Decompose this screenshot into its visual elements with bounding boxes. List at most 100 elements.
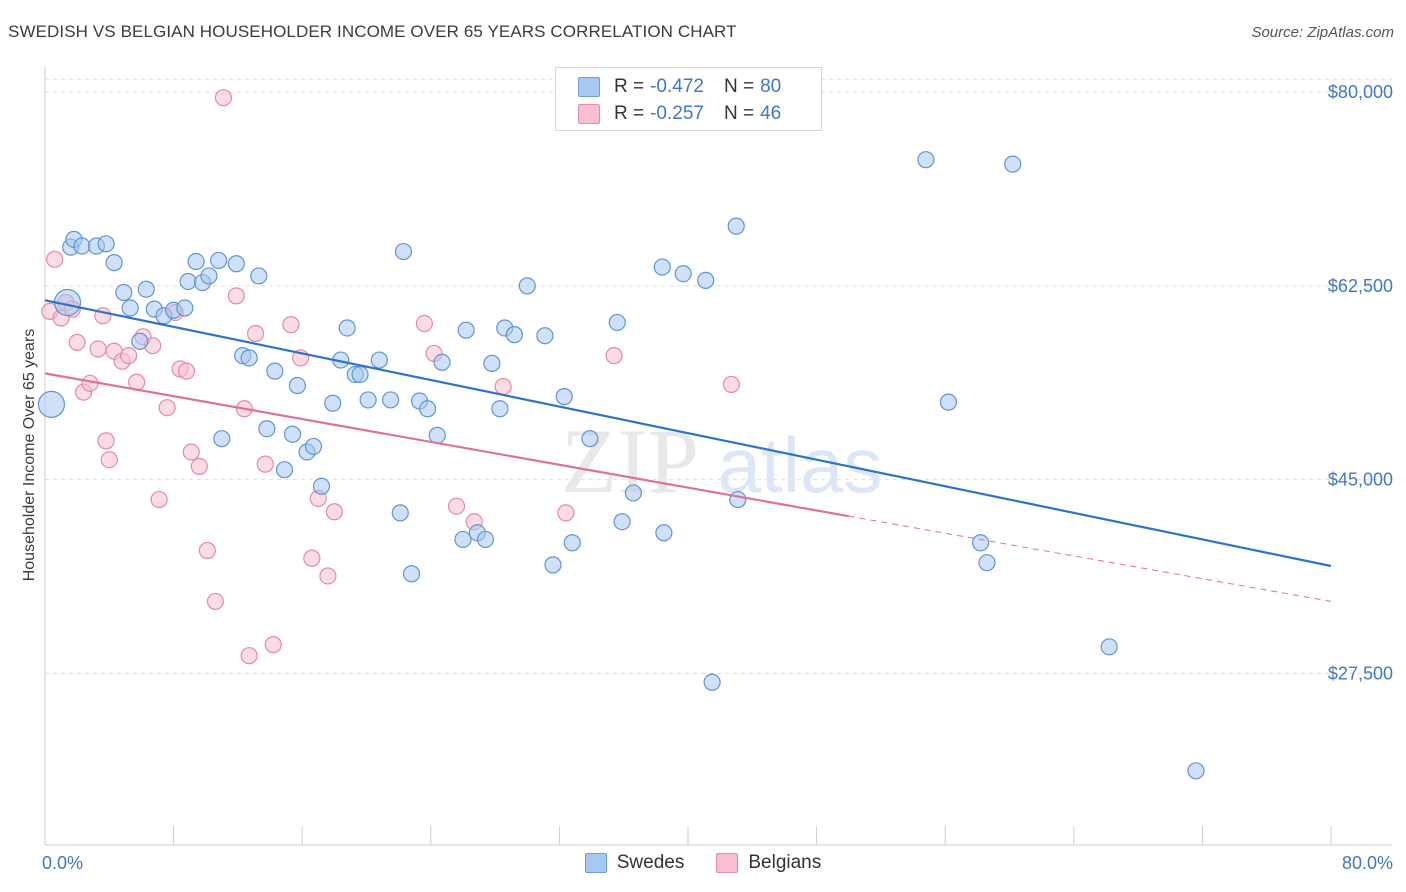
swede-point [433,353,451,371]
swede-point [105,254,123,272]
legend-r-value: -0.257 [650,103,704,124]
belgian-point [214,89,233,107]
swede-point [131,332,149,350]
x-tick-label: 80.0% [1342,853,1393,873]
axis-tick-labels: $27,500 $45,000 $62,500 $80,000 0.0% 80.0% [42,82,1393,873]
swede-point [483,354,501,372]
swede-point [703,673,721,691]
swede-point [457,321,475,339]
swede-point [505,326,523,344]
belgian-point [494,378,512,396]
legend-label-belgians: Belgians [748,852,822,873]
swede-point [115,283,133,302]
legend-label-swedes: Swedes [616,852,685,873]
swede-point [275,461,294,479]
swede-point [544,556,562,574]
swede-point [359,391,377,409]
legend-row-belgians: R = -0.257 N = 46 [578,102,781,126]
grid-lines [45,78,1392,674]
swede-point [97,235,115,253]
watermark-atlas: atlas [718,421,883,509]
belgian-point [240,647,258,665]
swede-point [179,272,197,291]
swede-point [391,504,409,522]
swede-point [971,534,990,552]
legend-swatch-belgians [578,104,600,124]
legend-n-value: 46 [760,103,782,124]
swede-point [729,490,747,509]
belgian-point [177,362,196,380]
swede-point [370,351,388,369]
y-tick-label: $27,500 [1328,663,1393,683]
series-belgians [41,89,741,665]
y-tick-label: $45,000 [1328,470,1393,490]
swede-point [454,530,472,549]
belgian-point [198,541,216,560]
swede-point [491,400,509,418]
chart-source: Source: ZipAtlas.com [1251,24,1394,41]
series-swedes [37,151,1205,780]
y-tick-label: $80,000 [1328,82,1393,102]
swede-point [608,313,626,332]
swede-point [674,265,692,283]
belgian-point [100,451,118,469]
legend-row-swedes: R = -0.472 N = 80 [578,75,781,99]
stats-legend: R = -0.472 N = 80 R = -0.257 N = 46 [555,67,822,131]
swede-point [312,477,331,495]
legend-n-label: N = [723,76,755,97]
swede-point [266,362,284,380]
swede-point [213,430,231,448]
swede-point [402,565,421,583]
belgian-point [89,340,107,358]
swede-point [137,280,155,298]
swede-point [613,513,631,531]
swede-point [655,524,673,542]
swede-point [73,237,91,255]
legend-n-label: N = [723,103,755,124]
swede-point [227,255,245,273]
belgian-point [319,567,337,585]
swede-point [697,271,715,289]
belgian-point [325,503,343,521]
belgians-trend-line [44,372,849,518]
swede-point [653,258,671,276]
belgian-point [282,316,300,334]
swede-point [939,393,958,411]
belgian-point [97,432,115,450]
swede-point [727,217,745,235]
belgian-point [415,314,433,333]
belgian-point [256,455,274,473]
swede-point [200,267,218,285]
belgian-point [182,443,200,461]
legend-swatch-swedes [584,853,607,873]
swede-point [1004,155,1022,173]
belgian-point [150,490,168,509]
swede-point [121,299,139,317]
legend-item-belgians[interactable]: Belgians [716,852,821,874]
belgian-point [246,324,265,343]
legend-n-value: 80 [760,76,782,97]
legend-item-swedes[interactable]: Swedes [584,852,685,874]
swede-point [240,349,258,367]
swede-point [536,327,554,345]
swede-point [581,430,599,448]
belgian-point [119,347,138,365]
swede-point [176,299,194,317]
trend-lines [44,299,1332,602]
belgians-trend-extension [848,515,1332,602]
belgian-point [158,399,176,417]
swede-point [563,534,581,552]
swede-point [1100,638,1118,656]
swede-point [917,151,935,169]
swede-point [324,394,342,412]
belgian-point [206,592,224,611]
swede-point [555,388,573,406]
swede-point [1187,762,1205,780]
swede-point [338,319,356,337]
swede-point [518,277,536,295]
series-legend: Swedes Belgians [0,852,1406,874]
belgian-point [190,457,208,475]
x-tick-label: 0.0% [42,853,83,873]
legend-r-value: -0.472 [650,76,704,97]
swede-point [382,391,400,409]
